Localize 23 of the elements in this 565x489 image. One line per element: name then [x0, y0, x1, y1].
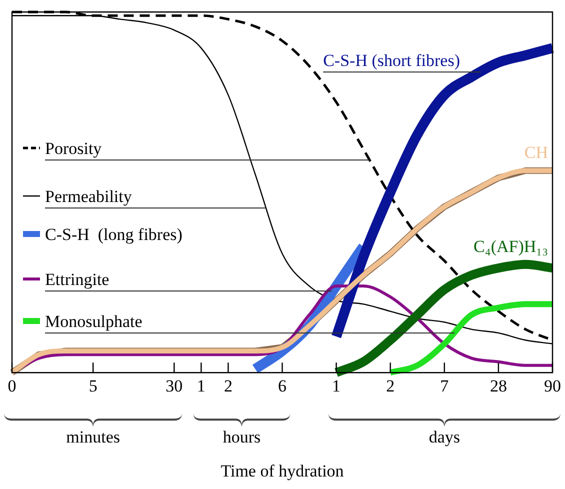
x-axis-title: Time of hydration	[220, 462, 344, 481]
text: hours	[222, 428, 261, 447]
legend-label: Porosity	[45, 139, 102, 158]
x-tick-label: 30	[166, 376, 183, 396]
text: minutes	[66, 428, 120, 447]
x-tick-label: 5	[88, 376, 98, 396]
x-tick-label: 2	[386, 376, 395, 396]
x-tick-label: 2	[224, 376, 232, 396]
x-tick-label: 1	[196, 376, 206, 396]
series-label: C₄(AF)H₁₃	[474, 237, 548, 256]
legend-label: Ettringite	[45, 270, 110, 289]
legend-label: Permeability	[45, 187, 132, 206]
x-tick-label: 6	[278, 376, 286, 396]
x-tick-label: 0	[8, 376, 16, 396]
legend-label: Monosulphate	[45, 312, 142, 331]
x-tick-label: 28	[490, 376, 507, 396]
series-label: CH	[524, 143, 548, 162]
x-tick-label: 7	[440, 376, 450, 396]
text: days	[428, 428, 460, 447]
series-label: C-S-H (short fibres)	[323, 51, 460, 70]
x-tick-label: 1	[332, 376, 341, 396]
legend-label: C-S-H (long fibres)	[45, 225, 182, 244]
x-tick-label: 90	[544, 376, 561, 396]
